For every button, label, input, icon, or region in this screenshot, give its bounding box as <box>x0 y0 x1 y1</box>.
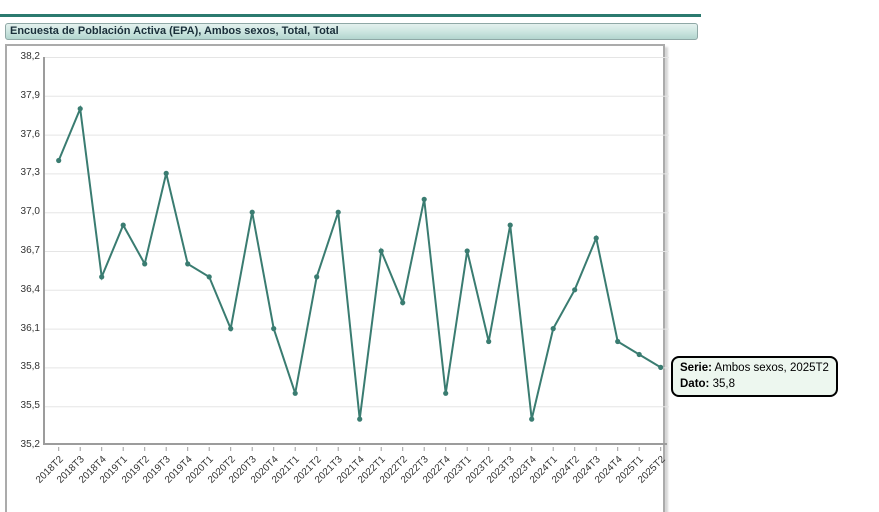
x-axis-label: 2018T3 <box>55 454 87 486</box>
x-axis-label: 2021T2 <box>291 454 324 486</box>
x-axis-label: 2022T4 <box>420 454 453 486</box>
y-axis-label: 36,4 <box>20 283 40 295</box>
x-axis-label: 2019T3 <box>141 454 173 486</box>
data-point[interactable] <box>163 170 169 176</box>
data-point[interactable] <box>464 248 470 254</box>
data-point[interactable] <box>572 287 578 293</box>
x-axis-label: 2022T2 <box>377 454 410 486</box>
data-point[interactable] <box>636 351 642 358</box>
x-axis-label: 2018T4 <box>76 454 109 486</box>
plot-area[interactable] <box>43 57 669 451</box>
data-point[interactable] <box>271 326 277 332</box>
y-axis-label: 37,9 <box>20 89 40 101</box>
tooltip-serie-value: Ambos sexos, 2025T2 <box>714 362 829 374</box>
y-axis-label: 37,6 <box>20 128 40 140</box>
data-point[interactable] <box>249 209 255 215</box>
data-point[interactable] <box>335 209 341 215</box>
x-axis-label: 2022T1 <box>356 454 388 486</box>
x-axis-label: 2023T2 <box>463 454 496 486</box>
x-axis-label: 2020T4 <box>248 454 281 486</box>
data-point[interactable] <box>550 326 556 332</box>
x-axis-label: 2025T1 <box>614 454 646 486</box>
y-axis-label: 37,3 <box>20 167 40 179</box>
chart-title-bar: Encuesta de Población Activa (EPA), Ambo… <box>5 23 698 40</box>
data-point[interactable] <box>615 338 621 345</box>
x-axis-label: 2024T1 <box>528 454 560 486</box>
x-axis-label: 2023T3 <box>485 454 517 486</box>
x-axis-label: 2021T3 <box>313 454 345 486</box>
tooltip-dato-value: 35,8 <box>712 378 735 390</box>
data-point[interactable] <box>314 274 320 280</box>
data-point[interactable] <box>228 326 234 332</box>
tooltip-dato-label: Dato: <box>680 378 710 390</box>
data-point[interactable] <box>421 196 427 202</box>
chart-title: Encuesta de Población Activa (EPA), Ambo… <box>10 25 339 37</box>
x-axis-label: 2024T2 <box>549 454 582 486</box>
data-point[interactable] <box>292 390 298 396</box>
x-axis-label: 2019T1 <box>98 454 130 486</box>
chart-container: 38,2 37,9 37,6 37,3 37,0 36,7 36,4 36,1 35,8 35,5… <box>5 44 669 512</box>
x-axis-label: 2024T3 <box>571 454 603 486</box>
data-point[interactable] <box>185 261 191 267</box>
y-axis-label: 35,5 <box>20 400 40 412</box>
x-axis-label: 2020T1 <box>184 454 216 486</box>
x-axis-label: 2021T1 <box>270 454 302 486</box>
plot-svg <box>45 57 669 451</box>
x-axis-label: 2025T2 <box>635 454 668 486</box>
data-point[interactable] <box>56 157 62 164</box>
data-point[interactable] <box>142 261 148 267</box>
series-line <box>57 104 662 420</box>
data-point[interactable] <box>120 222 126 228</box>
data-point[interactable] <box>378 248 384 254</box>
data-point[interactable] <box>593 235 599 241</box>
y-axis-label: 36,1 <box>20 322 40 334</box>
top-accent-rule <box>0 14 701 17</box>
y-axis-label: 35,2 <box>20 439 40 450</box>
data-point[interactable] <box>443 390 449 396</box>
data-point[interactable] <box>529 416 535 422</box>
x-axis-label: 2022T3 <box>399 454 431 486</box>
y-axis-label: 35,8 <box>20 361 40 373</box>
data-point[interactable] <box>400 300 406 306</box>
x-axis-label: 2019T4 <box>162 454 195 486</box>
x-axis-label: 2021T4 <box>334 454 367 486</box>
tooltip-serie-row: Serie: Ambos sexos, 2025T2 <box>680 360 829 376</box>
tooltip-serie-label: Serie: <box>680 362 712 374</box>
data-point[interactable] <box>99 274 105 280</box>
data-point[interactable] <box>206 274 212 280</box>
x-axis-label: 2024T4 <box>592 454 625 486</box>
data-point[interactable] <box>486 338 492 345</box>
tooltip: Serie: Ambos sexos, 2025T2 Dato: 35,8 <box>671 356 838 397</box>
x-axis-label: 2023T4 <box>506 454 539 486</box>
data-point[interactable] <box>658 364 664 370</box>
data-point[interactable] <box>357 416 363 422</box>
y-axis-label: 36,7 <box>20 245 40 256</box>
x-axis-label: 2019T2 <box>119 454 152 486</box>
x-axis-label: 2020T2 <box>205 454 238 486</box>
x-axis-label: 2023T1 <box>442 454 474 486</box>
data-point[interactable] <box>507 222 513 228</box>
y-axis-label: 38,2 <box>20 51 40 62</box>
x-axis-label: 2018T2 <box>33 454 66 486</box>
x-axis-label: 2020T3 <box>227 454 259 486</box>
y-axis-label: 37,0 <box>20 206 40 218</box>
tooltip-dato-row: Dato: 35,8 <box>680 376 829 392</box>
data-point[interactable] <box>77 106 83 112</box>
